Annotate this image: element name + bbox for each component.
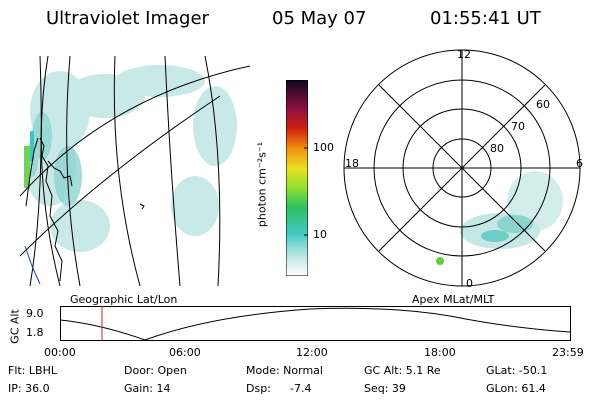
time-label: 01:55:41 UT xyxy=(430,8,541,29)
colorbar-tick-100: 100 xyxy=(313,141,334,154)
apex-panel-label: Apex MLat/MLT xyxy=(412,293,495,306)
colorbar xyxy=(286,80,308,276)
altitude-timeline xyxy=(60,306,571,341)
polar-plot xyxy=(343,49,581,287)
timeline-ytick-9: 9.0 xyxy=(26,307,44,320)
timeline-xtick-3: 18:00 xyxy=(424,346,456,359)
gc-alt-info: GC Alt: 5.1 Re xyxy=(364,364,441,377)
gain-info: Gain: 14 xyxy=(124,382,171,395)
mlt-label-6: 6 xyxy=(576,157,583,170)
timeline-ytick-1.8: 1.8 xyxy=(26,326,44,339)
mlt-label-18: 18 xyxy=(345,157,359,170)
timeline-xtick-1: 06:00 xyxy=(169,346,201,359)
geographic-panel-label: Geographic Lat/Lon xyxy=(70,293,178,306)
polar-grid xyxy=(343,49,581,287)
colorbar-tick-10: 10 xyxy=(313,228,327,241)
altitude-curve xyxy=(60,307,571,341)
timeline-xtick-4: 23:59 xyxy=(552,346,584,359)
dsp-label: Dsp: xyxy=(246,382,271,395)
satellite-footprint-marker xyxy=(436,257,444,265)
coastline xyxy=(25,137,145,282)
dsp-value: -7.4 xyxy=(290,382,312,395)
mode-info: Mode: Normal xyxy=(246,364,323,377)
filter-info: Flt: LBHL xyxy=(8,364,57,377)
lat-label-60: 60 xyxy=(536,98,550,111)
glat-info: GLat: -50.1 xyxy=(486,364,548,377)
ip-info: IP: 36.0 xyxy=(8,382,50,395)
geographic-image xyxy=(20,56,250,286)
lat-label-70: 70 xyxy=(511,120,525,133)
glon-info: GLon: 61.4 xyxy=(486,382,546,395)
mlt-label-12: 12 xyxy=(457,48,471,61)
door-info: Door: Open xyxy=(124,364,187,377)
lat-label-80: 80 xyxy=(490,142,504,155)
aurora-bright-edge xyxy=(24,146,30,188)
colorbar-label: photon cm⁻²s⁻¹ xyxy=(255,141,269,228)
timeline-ylabel: GC Alt xyxy=(8,309,22,344)
instrument-title: Ultraviolet Imager xyxy=(46,8,209,29)
date-label: 05 May 07 xyxy=(272,8,367,29)
timeline-xtick-2: 12:00 xyxy=(296,346,328,359)
seq-info: Seq: 39 xyxy=(364,382,406,395)
geographic-grid xyxy=(20,56,250,286)
mlt-label-0: 0 xyxy=(466,277,473,290)
aurora-oval xyxy=(460,171,563,249)
timeline-xtick-0: 00:00 xyxy=(44,346,76,359)
